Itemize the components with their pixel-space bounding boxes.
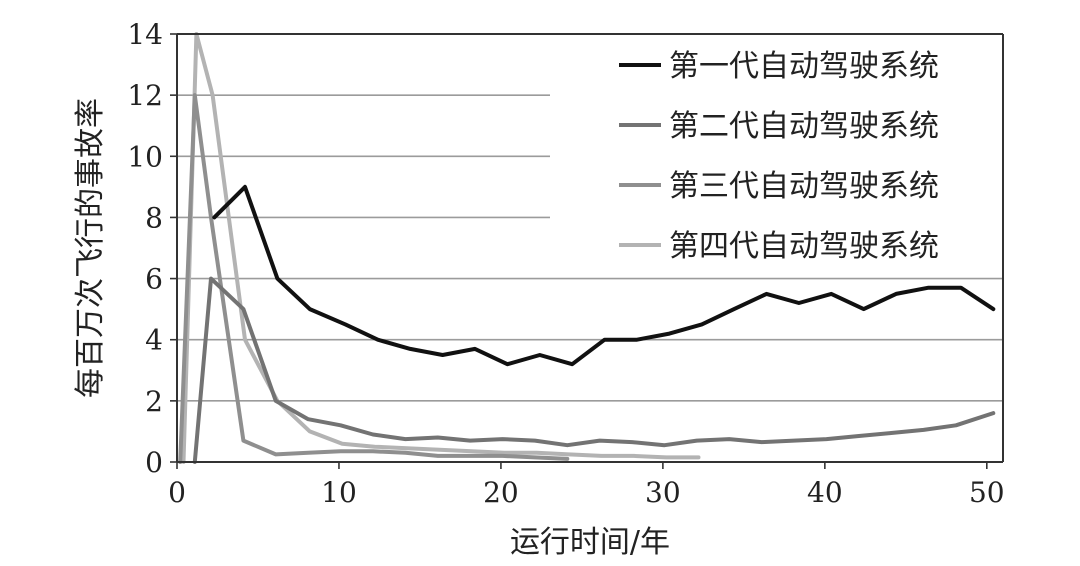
legend-label-4: 第四代自动驾驶系统 <box>669 229 939 264</box>
series-lines <box>178 32 996 464</box>
series-line-3 <box>178 93 570 464</box>
legend-label-2: 第二代自动驾驶系统 <box>669 109 939 144</box>
legend-label-3: 第三代自动驾驶系统 <box>669 169 939 204</box>
legend-label-1: 第一代自动驾驶系统 <box>669 49 939 84</box>
y-tick-label: 2 <box>145 385 163 418</box>
y-tick-label: 0 <box>145 446 163 479</box>
axis-ticks: 0 2 4 6 8 10 12 14 0 10 20 30 40 50 <box>127 18 1004 509</box>
y-tick-label: 10 <box>127 140 163 173</box>
y-tick-label: 8 <box>145 201 163 234</box>
y-axis-title: 每百万次飞行的事故率 <box>73 98 108 398</box>
y-tick-label: 4 <box>145 324 163 357</box>
y-tick-label: 6 <box>145 263 163 296</box>
x-axis-title: 运行时间/年 <box>510 525 670 560</box>
grid-lines <box>177 94 1003 402</box>
y-tick-label: 12 <box>127 79 163 112</box>
x-tick-label: 10 <box>321 476 357 509</box>
x-tick-label: 50 <box>969 476 1005 509</box>
x-tick-label: 40 <box>807 476 843 509</box>
y-tick-label: 14 <box>127 18 163 51</box>
series-line-1 <box>212 184 996 367</box>
x-tick-label: 0 <box>168 476 186 509</box>
series-line-4 <box>181 32 701 464</box>
axes <box>176 33 1004 463</box>
x-tick-label: 30 <box>645 476 681 509</box>
series-line-2 <box>192 276 996 464</box>
x-tick-label: 20 <box>483 476 519 509</box>
